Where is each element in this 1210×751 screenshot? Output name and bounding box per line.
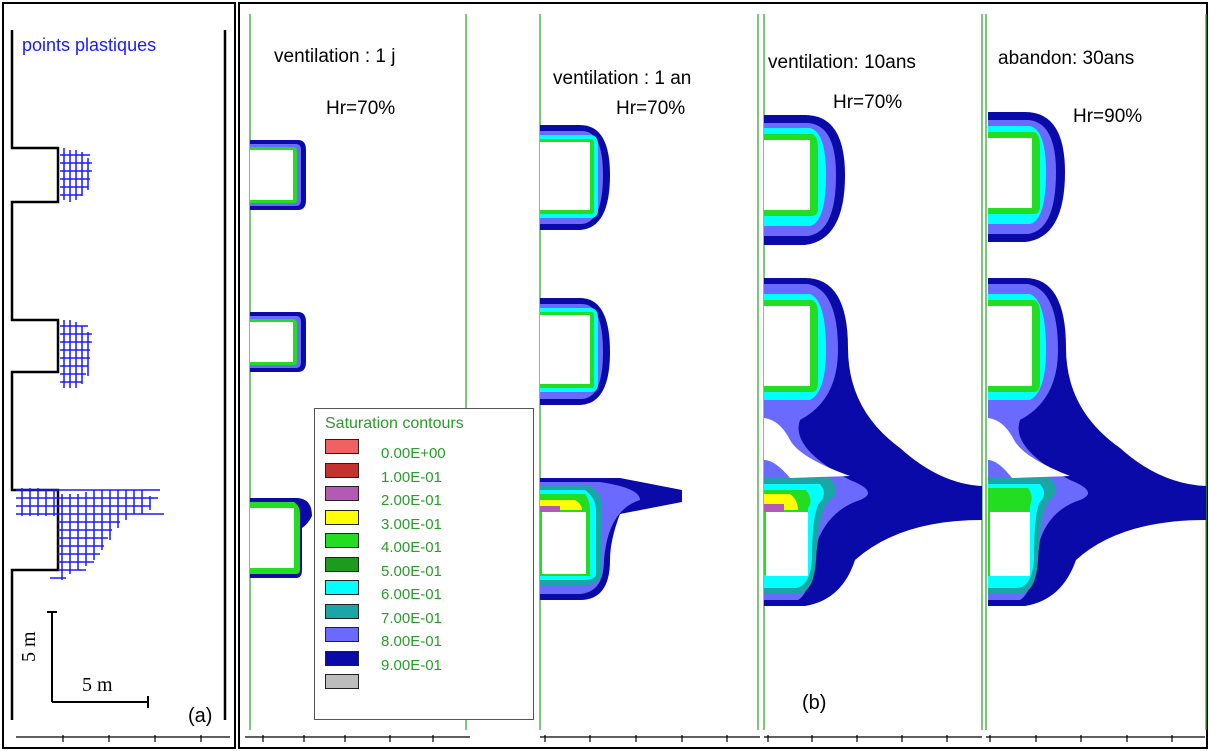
legend-item: 9.00E-01 (325, 650, 530, 674)
legend-item: 5.00E-01 (325, 556, 530, 580)
legend-label: 0.00E+00 (381, 445, 446, 462)
stage-4-hr: Hr=90% (1073, 106, 1143, 127)
axis-ticks (16, 735, 1205, 742)
stage-3-contours (764, 115, 982, 606)
stage-3-title: ventilation: 10ans (768, 52, 916, 73)
legend-item (325, 674, 530, 697)
legend-swatch (325, 462, 359, 478)
legend-label: 7.00E-01 (381, 609, 442, 627)
legend-swatch (325, 650, 359, 666)
legend-swatch (325, 627, 359, 642)
legend-item: 4.00E-01 (325, 533, 530, 556)
stage-3-hr: Hr=70% (833, 92, 903, 113)
legend-label: 4.00E-01 (381, 539, 442, 556)
plastic-points (16, 148, 164, 580)
legend-item: 2.00E-01 (325, 486, 530, 509)
stage-1-contours (250, 140, 312, 578)
stage-4-contours (988, 112, 1206, 606)
saturation-legend: Saturation contours 0.00E+00 1.00E-01 2.00… (314, 408, 534, 720)
legend-item: 7.00E-01 (325, 603, 530, 627)
scale-vertical-label: 5 m (18, 631, 40, 662)
legend-title: Saturation contours (325, 415, 464, 432)
stage-1-hr: Hr=70% (326, 98, 396, 119)
legend-swatch (325, 509, 359, 525)
legend-item: 3.00E-01 (325, 509, 530, 533)
legend-label: 8.00E-01 (381, 633, 442, 650)
panel-b-label: (b) (802, 692, 827, 714)
scale-bar (47, 611, 149, 708)
legend-swatch (325, 603, 359, 619)
panel-a-frame (2, 2, 236, 749)
legend-swatch (325, 556, 359, 572)
legend-label: 2.00E-01 (381, 492, 442, 509)
panel-a-title: points plastiques (22, 35, 157, 55)
legend-swatch (325, 486, 359, 501)
legend-swatch (325, 580, 359, 595)
panel-a-label: (a) (188, 705, 213, 727)
legend-label: 5.00E-01 (381, 562, 442, 580)
stage-2-contours (540, 125, 682, 600)
legend-swatch (325, 533, 359, 548)
stage-2-title: ventilation : 1 an (553, 68, 692, 89)
stage-2-hr: Hr=70% (616, 98, 686, 119)
legend-label: 9.00E-01 (381, 656, 442, 674)
legend-item: 8.00E-01 (325, 627, 530, 650)
legend-item: 1.00E-01 (325, 462, 530, 486)
legend-label: 3.00E-01 (381, 515, 442, 533)
legend-item: 6.00E-01 (325, 580, 530, 603)
panel-b-frame (238, 2, 1208, 749)
scale-horizontal-label: 5 m (82, 674, 113, 696)
stage-1-title: ventilation : 1 j (274, 46, 396, 67)
panel-a-profile (10, 30, 227, 720)
legend-label: 6.00E-01 (381, 586, 442, 603)
legend-swatch (325, 674, 359, 689)
legend-item: 0.00E+00 (325, 439, 530, 462)
stage-4-title: abandon: 30ans (998, 48, 1135, 69)
legend-swatch (325, 439, 359, 454)
legend-label: 1.00E-01 (381, 468, 442, 486)
